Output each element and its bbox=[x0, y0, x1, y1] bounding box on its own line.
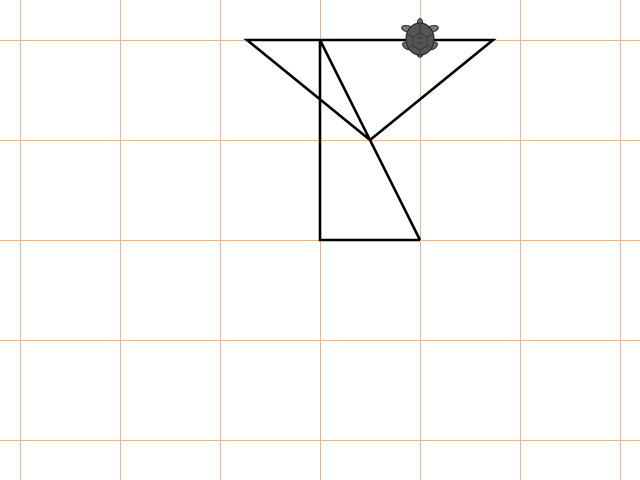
turtle-icon bbox=[401, 18, 439, 58]
hexagram-drawing bbox=[243, 38, 497, 242]
turtle-shell-pattern bbox=[406, 24, 434, 55]
turtle-trail-path bbox=[243, 38, 497, 242]
